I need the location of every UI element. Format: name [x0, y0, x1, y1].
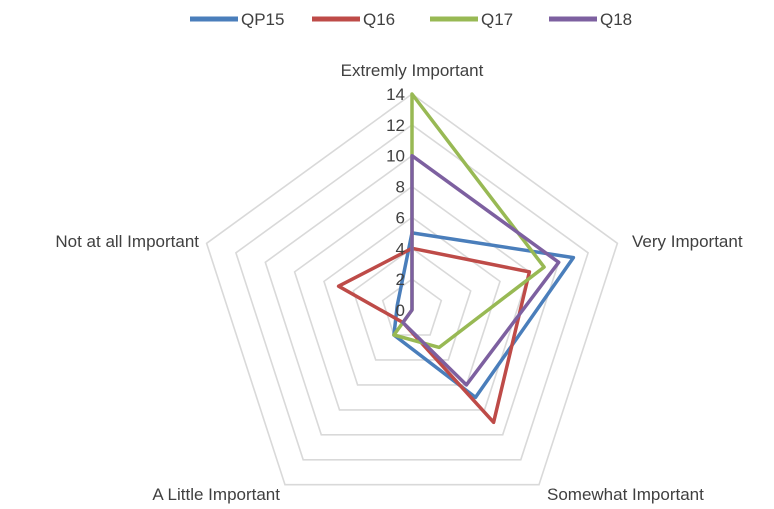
tick-label-12: 12: [386, 116, 405, 135]
category-label-3: A Little Important: [152, 485, 280, 504]
series-line-q18: [401, 153, 561, 387]
grid-ring-7: [205, 93, 619, 486]
tick-label-10: 10: [386, 147, 405, 166]
legend-label-qp15: QP15: [241, 10, 284, 29]
legend-label-q16: Q16: [363, 10, 395, 29]
radial-axis-ticks: 0 2 4 6 8 10 12 14: [386, 85, 405, 320]
tick-label-2: 2: [396, 270, 405, 289]
category-label-1: Very Important: [632, 232, 743, 251]
tick-label-8: 8: [396, 178, 405, 197]
legend: QP15 Q16 Q17 Q18: [190, 10, 632, 29]
grid-ring-4: [293, 185, 531, 411]
series-line-q16: [336, 246, 532, 425]
category-labels: Extremly Important Very Important Somewhat…: [55, 61, 742, 504]
grid-ring-6: [234, 123, 590, 461]
series-layer: [336, 92, 576, 425]
grid-ring-3: [323, 216, 501, 386]
grid-ring-2: [352, 247, 472, 361]
tick-label-4: 4: [396, 239, 405, 258]
category-label-0: Extremly Important: [341, 61, 484, 80]
tick-label-0: 0: [396, 301, 405, 320]
category-label-4: Not at all Important: [55, 232, 199, 251]
category-label-2: Somewhat Important: [547, 485, 704, 504]
tick-label-14: 14: [386, 85, 405, 104]
tick-label-6: 6: [396, 208, 405, 227]
legend-label-q18: Q18: [600, 10, 632, 29]
legend-label-q17: Q17: [481, 10, 513, 29]
